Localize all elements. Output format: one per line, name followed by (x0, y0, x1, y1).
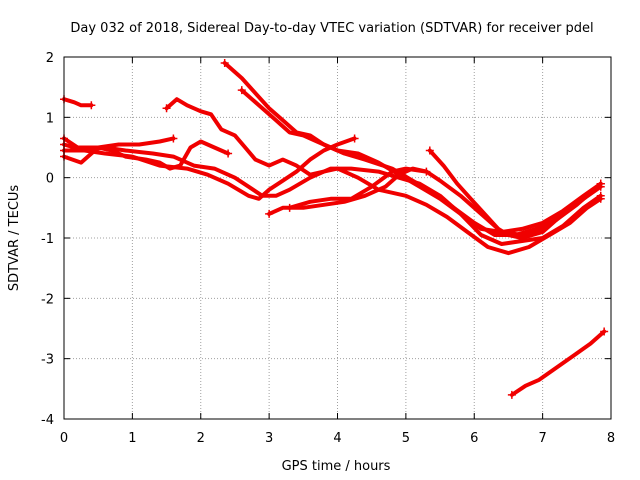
ticks: 0 1 2 3 4 5 6 7 8 2 1 0 -1 -2 -3 -4 (41, 51, 615, 446)
x-tick-label: 2 (197, 431, 205, 446)
y-tick-label: -4 (41, 413, 54, 428)
series-t12 (507, 327, 609, 399)
series-line (62, 139, 231, 171)
y-tick-label: -2 (41, 292, 54, 307)
series-t11 (425, 146, 605, 240)
y-tick-label: -3 (41, 353, 54, 368)
series-line (287, 166, 429, 210)
chart-title: Day 032 of 2018, Sidereal Day-to-day VTE… (70, 21, 593, 36)
y-tick-label: 1 (46, 111, 54, 126)
series-t10 (285, 166, 431, 212)
data-point (220, 59, 229, 68)
x-tick-label: 6 (470, 431, 478, 446)
series-line (62, 136, 176, 150)
series-line (427, 148, 603, 240)
data-point (507, 390, 516, 399)
series-t6 (162, 97, 605, 256)
data-point (600, 327, 609, 336)
plot-frame (63, 56, 612, 420)
data-point (265, 209, 274, 218)
data-point (425, 146, 434, 155)
x-tick-label: 1 (128, 431, 136, 446)
x-tick-label: 3 (265, 431, 273, 446)
x-tick-label: 8 (607, 431, 615, 446)
y-tick-label: 2 (46, 51, 54, 66)
data-point (596, 194, 605, 203)
x-tick-label: 4 (333, 431, 341, 446)
series-t1 (60, 95, 96, 110)
x-tick-label: 5 (402, 431, 410, 446)
y-tick-label: -1 (41, 232, 54, 247)
series-t7 (220, 59, 605, 234)
series-line (62, 136, 357, 201)
data-point (422, 167, 431, 176)
data-point (285, 203, 294, 212)
series-line (239, 88, 603, 237)
series-line (164, 97, 603, 256)
data-point (596, 179, 605, 188)
series-t8 (237, 86, 605, 237)
data-point (350, 134, 359, 143)
data-point (224, 149, 233, 158)
x-tick-label: 0 (60, 431, 68, 446)
series-t2 (60, 134, 178, 150)
series-line (509, 329, 607, 397)
data-point (87, 101, 96, 110)
x-axis-label: GPS time / hours (282, 459, 391, 474)
data-point (169, 134, 178, 143)
data-point (237, 86, 246, 95)
data-point (162, 104, 171, 113)
series-line (62, 97, 94, 108)
y-tick-label: 0 (46, 172, 54, 187)
x-tick-label: 7 (538, 431, 546, 446)
y-axis-label: SDTVAR / TECUs (7, 185, 22, 292)
series-layer (60, 59, 609, 399)
